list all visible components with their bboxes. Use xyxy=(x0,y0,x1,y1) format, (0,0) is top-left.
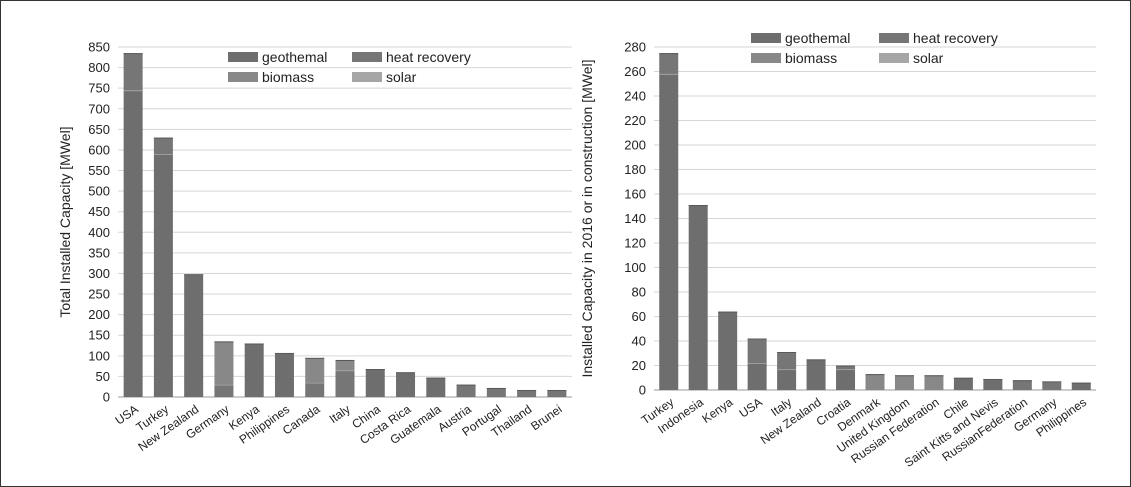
legend-label: heat recovery xyxy=(913,30,998,46)
bar-segment xyxy=(123,90,143,397)
y-tick-label: 350 xyxy=(88,245,110,260)
bar-segment xyxy=(426,377,446,397)
bar-segment xyxy=(1071,382,1091,390)
bar-segment xyxy=(153,137,173,155)
bar-segment xyxy=(486,387,506,397)
y-tick-label: 100 xyxy=(88,348,110,363)
y-tick-label: 550 xyxy=(88,163,110,178)
y-tick-label: 260 xyxy=(624,64,646,79)
bar-segment xyxy=(517,390,537,397)
bar-segment xyxy=(153,154,173,397)
bar-segment xyxy=(335,370,355,397)
y-tick-label: 50 xyxy=(96,369,110,384)
y-tick-label: 100 xyxy=(624,260,646,275)
bar-segment xyxy=(718,311,738,390)
y-tick-label: 150 xyxy=(88,328,110,343)
y-tick-label: 240 xyxy=(624,89,646,104)
right-chart: 0 20 40 60 80 100 120 140 160 180 200 220 240 260 280 I… xyxy=(579,30,1096,470)
bar-segment xyxy=(865,374,885,390)
y-tick-label: 500 xyxy=(88,184,110,199)
legend-swatch xyxy=(352,72,382,82)
bar-segment xyxy=(659,73,679,390)
bar-segment xyxy=(688,205,708,390)
y-tick-label: 140 xyxy=(624,211,646,226)
x-tick-label: Kenya xyxy=(699,395,735,426)
y-tick-label: 200 xyxy=(624,138,646,153)
bar-segment xyxy=(747,363,767,390)
legend-swatch xyxy=(879,33,909,43)
bar-segment xyxy=(836,365,856,370)
legend-swatch xyxy=(751,33,781,43)
bar-segment xyxy=(396,372,416,397)
y-tick-label: 180 xyxy=(624,162,646,177)
legend-label: biomass xyxy=(262,69,314,85)
y-tick-label: 80 xyxy=(632,285,646,300)
legend-label: solar xyxy=(386,69,417,85)
y-tick-label: 160 xyxy=(624,187,646,202)
y-axis-title: Installed Capacity in 2016 or in constru… xyxy=(579,59,595,377)
legend-label: solar xyxy=(913,50,944,66)
bar-segment xyxy=(184,274,204,397)
bar-segment xyxy=(1012,380,1032,390)
y-tick-label: 300 xyxy=(88,266,110,281)
bar-segment xyxy=(777,352,797,370)
legend-swatch xyxy=(228,52,258,62)
bar-segment xyxy=(659,53,679,74)
legend-swatch xyxy=(352,52,382,62)
y-tick-label: 280 xyxy=(624,40,646,55)
bar-segment xyxy=(214,341,234,385)
legend-label: biomass xyxy=(785,50,837,66)
y-tick-label: 400 xyxy=(88,225,110,240)
legend-swatch xyxy=(228,72,258,82)
bar-segment xyxy=(335,359,355,371)
bar-segment xyxy=(365,369,385,397)
bar-segment xyxy=(777,369,797,390)
bar-segment xyxy=(836,369,856,390)
bar-segment xyxy=(214,384,234,397)
y-tick-label: 450 xyxy=(88,204,110,219)
y-tick-label: 700 xyxy=(88,101,110,116)
y-tick-label: 120 xyxy=(624,236,646,251)
legend-label: geothemal xyxy=(262,49,327,65)
bar-segment xyxy=(894,375,914,390)
y-tick-label: 850 xyxy=(88,40,110,55)
y-tick-label: 40 xyxy=(632,334,646,349)
legend-label: geothemal xyxy=(785,30,850,46)
y-axis-title: Total Installed Capacity [MWel] xyxy=(57,126,73,317)
bar-segment xyxy=(983,378,1003,390)
bar-segment xyxy=(547,390,567,397)
bar-segment xyxy=(747,338,767,364)
bar-segment xyxy=(806,359,826,390)
legend-swatch xyxy=(879,53,909,63)
bar-segment xyxy=(953,377,973,390)
y-tick-label: 800 xyxy=(88,60,110,75)
y-tick-label: 650 xyxy=(88,122,110,137)
bar-segment xyxy=(274,352,294,397)
bar-segment xyxy=(123,53,143,91)
bar-segment xyxy=(456,384,476,397)
bar-segment xyxy=(1042,381,1062,390)
y-tick-label: 250 xyxy=(88,287,110,302)
y-tick-label: 220 xyxy=(624,113,646,128)
x-tick-label: Italy xyxy=(327,402,353,426)
bar-segment xyxy=(924,375,944,390)
y-tick-label: 0 xyxy=(639,383,646,398)
left-chart: 0 50 100 150 200 250 300 350 400 450 500 550 600 650 7… xyxy=(57,40,572,454)
bar-segment xyxy=(305,382,325,397)
y-tick-label: 200 xyxy=(88,307,110,322)
bar-segment xyxy=(244,343,264,397)
x-tick-label: Brunei xyxy=(528,402,564,433)
x-tick-label: USA xyxy=(737,395,765,421)
y-tick-label: 0 xyxy=(103,390,110,405)
y-tick-label: 750 xyxy=(88,81,110,96)
legend-swatch xyxy=(751,53,781,63)
y-tick-label: 600 xyxy=(88,142,110,157)
bar-segment xyxy=(305,357,325,383)
y-tick-label: 60 xyxy=(632,309,646,324)
legend-label: heat recovery xyxy=(386,49,471,65)
y-tick-label: 20 xyxy=(632,358,646,373)
